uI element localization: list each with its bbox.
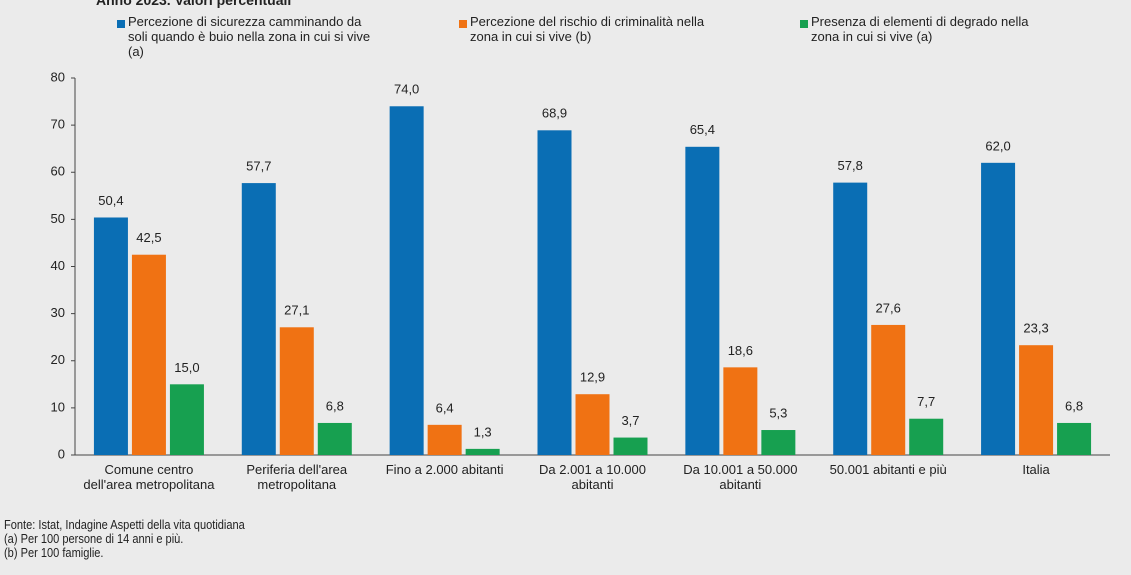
bar [465, 448, 500, 455]
value-label: 5,3 [769, 405, 787, 420]
bar [981, 162, 1016, 455]
value-label: 62,0 [985, 138, 1010, 153]
value-label: 27,6 [876, 300, 901, 315]
legend-swatch [459, 20, 467, 28]
note: (b) Per 100 famiglie. [4, 545, 104, 560]
x-tick-label: Comune centro dell'area metropolitana [83, 462, 215, 492]
x-tick-label: 50.001 abitanti e più [829, 462, 947, 477]
value-label: 1,3 [474, 424, 492, 439]
value-label: 74,0 [394, 82, 419, 97]
y-tick-label: 20 [51, 352, 65, 367]
x-tick-label: Da 10.001 a 50.000 abitanti [683, 462, 798, 492]
y-tick-label: 30 [51, 305, 65, 320]
x-tick-label: Fino a 2.000 abitanti [385, 462, 504, 477]
value-label: 57,7 [246, 159, 271, 174]
value-label: 12,9 [580, 370, 605, 385]
bar [575, 394, 610, 455]
bar [427, 424, 462, 455]
value-label: 68,9 [542, 106, 567, 121]
legend-label: Percezione di sicurezza camminando da so… [128, 14, 371, 59]
y-tick-label: 10 [51, 399, 65, 414]
bar [93, 217, 128, 455]
bar [871, 324, 906, 455]
value-label: 6,8 [1065, 398, 1083, 413]
value-label: 65,4 [690, 122, 715, 137]
bar [389, 106, 424, 456]
value-label: 15,0 [174, 360, 199, 375]
bar [279, 327, 314, 455]
bar [761, 430, 796, 455]
x-tick-label: Italia [1022, 462, 1050, 477]
chart-title: Anno 2023. Valori percentuali [96, 0, 292, 8]
legend-label: Presenza di elementi di degrado nella zo… [811, 14, 1029, 44]
note: Fonte: Istat, Indagine Aspetti della vit… [4, 517, 245, 532]
bar [131, 254, 166, 455]
value-label: 6,4 [436, 400, 454, 415]
legend-label: Percezione del rischio di criminalità ne… [470, 14, 705, 44]
legend-swatch [800, 20, 808, 28]
bar [685, 146, 720, 456]
y-tick-label: 40 [51, 258, 65, 273]
value-label: 6,8 [326, 398, 344, 413]
value-label: 42,5 [136, 230, 161, 245]
y-tick-label: 50 [51, 211, 65, 226]
value-label: 3,7 [621, 413, 639, 428]
bar [1019, 345, 1054, 455]
value-label: 7,7 [917, 394, 935, 409]
bar [833, 182, 868, 455]
y-tick-label: 60 [51, 164, 65, 179]
note: (a) Per 100 persone di 14 anni e più. [4, 531, 184, 546]
value-label: 18,6 [728, 343, 753, 358]
legend-swatch [117, 20, 125, 28]
bar [723, 367, 758, 455]
bar [1057, 422, 1092, 455]
y-tick-label: 0 [58, 446, 65, 461]
value-label: 57,8 [838, 158, 863, 173]
x-tick-label: Periferia dell'area metropolitana [246, 462, 348, 492]
bar [241, 183, 276, 455]
value-label: 23,3 [1023, 321, 1048, 336]
value-label: 27,1 [284, 303, 309, 318]
value-label: 50,4 [98, 193, 123, 208]
y-tick-label: 80 [51, 69, 65, 84]
bar [909, 418, 944, 455]
y-tick-label: 70 [51, 117, 65, 132]
bar [169, 384, 204, 455]
bar [613, 437, 648, 455]
bar [317, 422, 352, 455]
x-tick-label: Da 2.001 a 10.000 abitanti [539, 462, 646, 492]
bar [537, 130, 572, 455]
